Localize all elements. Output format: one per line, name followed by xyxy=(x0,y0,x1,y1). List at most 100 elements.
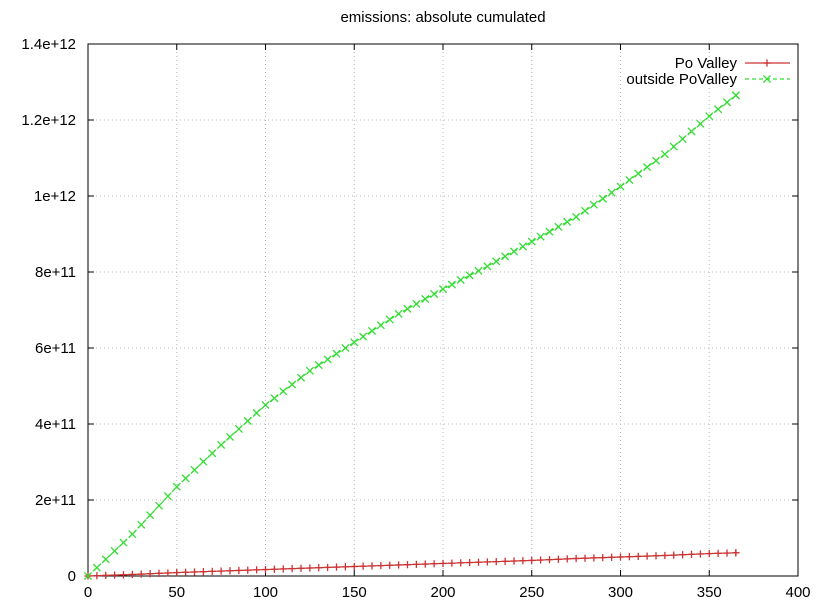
data-point xyxy=(509,247,519,256)
x-tick-label: 400 xyxy=(785,584,810,601)
data-point xyxy=(731,91,740,100)
data-point xyxy=(146,570,154,578)
data-point xyxy=(252,408,261,418)
data-point xyxy=(456,275,465,285)
data-point xyxy=(616,182,625,191)
data-point xyxy=(608,553,616,561)
data-point xyxy=(324,563,332,572)
data-point xyxy=(385,315,394,324)
data-point xyxy=(199,568,207,576)
data-point xyxy=(421,294,430,304)
data-point xyxy=(341,343,350,353)
data-point xyxy=(590,554,598,562)
series-line xyxy=(87,94,737,577)
data-point xyxy=(483,558,491,566)
data-point xyxy=(580,206,590,215)
data-point xyxy=(607,188,616,197)
data-point xyxy=(253,566,261,574)
data-point xyxy=(297,564,305,572)
data-point xyxy=(359,332,368,341)
data-point xyxy=(651,156,661,165)
data-point xyxy=(305,366,314,375)
data-point xyxy=(102,571,110,579)
data-point xyxy=(261,565,270,574)
data-point xyxy=(137,520,146,529)
data-point xyxy=(678,134,687,144)
data-point xyxy=(528,556,536,565)
data-point xyxy=(732,549,740,557)
data-point xyxy=(101,555,110,564)
data-point xyxy=(554,555,562,563)
data-point xyxy=(190,465,199,475)
axes: 0 50 100 150 200 250 300 350 400 0 2e+11 4e+11 6e+11… xyxy=(21,36,810,601)
data-point xyxy=(492,257,501,266)
data-point xyxy=(439,559,447,568)
data-point xyxy=(350,562,358,571)
data-point xyxy=(386,561,394,569)
data-point xyxy=(660,150,669,159)
data-point xyxy=(723,549,731,557)
y-tick-label: 1.4e+12 xyxy=(21,36,76,53)
data-point xyxy=(350,338,359,347)
data-point xyxy=(155,569,163,577)
data-point xyxy=(270,394,279,403)
data-point xyxy=(368,562,376,570)
data-point xyxy=(225,432,235,441)
data-point xyxy=(323,355,332,364)
data-point xyxy=(501,252,510,261)
data-point xyxy=(705,112,714,121)
data-point xyxy=(652,552,660,560)
data-point xyxy=(234,424,243,433)
x-tick-label: 150 xyxy=(342,584,367,601)
data-point xyxy=(394,309,403,318)
data-point xyxy=(377,561,385,570)
data-point xyxy=(492,558,500,566)
data-point xyxy=(722,98,732,107)
data-point xyxy=(288,565,296,573)
data-point xyxy=(296,373,306,382)
data-point xyxy=(669,142,678,151)
data-point xyxy=(367,326,377,335)
x-tick-label: 200 xyxy=(430,584,455,601)
data-point xyxy=(181,474,190,483)
data-point xyxy=(199,457,208,466)
data-point xyxy=(235,566,243,575)
data-point xyxy=(243,416,252,426)
data-point xyxy=(670,551,678,559)
data-point xyxy=(474,558,483,566)
data-point xyxy=(625,553,633,561)
data-point xyxy=(554,222,563,231)
data-point xyxy=(518,242,527,251)
chart-title: emissions: absolute cumulated xyxy=(340,9,545,26)
data-point xyxy=(146,511,155,520)
data-point xyxy=(563,217,572,226)
data-point xyxy=(634,552,642,560)
data-point xyxy=(696,550,704,558)
data-point xyxy=(182,568,190,576)
data-point xyxy=(226,567,234,575)
data-point xyxy=(430,560,438,568)
data-point xyxy=(217,440,226,449)
data-point xyxy=(315,564,323,572)
x-tick-label: 350 xyxy=(697,584,722,601)
data-point xyxy=(714,105,723,114)
data-point xyxy=(332,349,341,358)
series-outside-povalley xyxy=(83,91,740,581)
data-point xyxy=(448,559,456,567)
data-point xyxy=(395,561,403,569)
data-point xyxy=(110,546,119,555)
grid-lines xyxy=(88,44,798,576)
data-point xyxy=(501,557,509,565)
data-point xyxy=(359,562,367,570)
data-point xyxy=(563,555,571,563)
series-line xyxy=(87,552,736,577)
data-point xyxy=(634,169,643,178)
data-point xyxy=(279,565,287,573)
x-tick-label: 250 xyxy=(519,584,544,601)
data-point xyxy=(376,321,385,330)
data-point xyxy=(163,492,172,501)
data-point xyxy=(572,554,580,563)
x-tick-label: 100 xyxy=(253,584,278,601)
